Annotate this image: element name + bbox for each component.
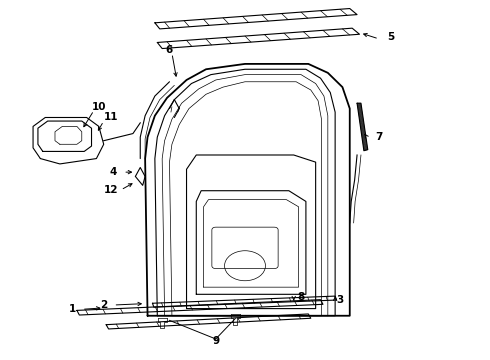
Text: 1: 1 — [69, 304, 75, 314]
Text: 9: 9 — [212, 336, 220, 346]
Text: 4: 4 — [110, 167, 117, 177]
Text: 12: 12 — [104, 185, 118, 195]
Text: 8: 8 — [297, 292, 305, 302]
Text: 6: 6 — [166, 45, 173, 55]
Text: 3: 3 — [336, 295, 343, 305]
Text: 5: 5 — [388, 32, 395, 42]
Text: 2: 2 — [100, 300, 107, 310]
Text: 11: 11 — [104, 112, 118, 122]
Text: 7: 7 — [375, 132, 383, 142]
Text: 10: 10 — [92, 102, 106, 112]
